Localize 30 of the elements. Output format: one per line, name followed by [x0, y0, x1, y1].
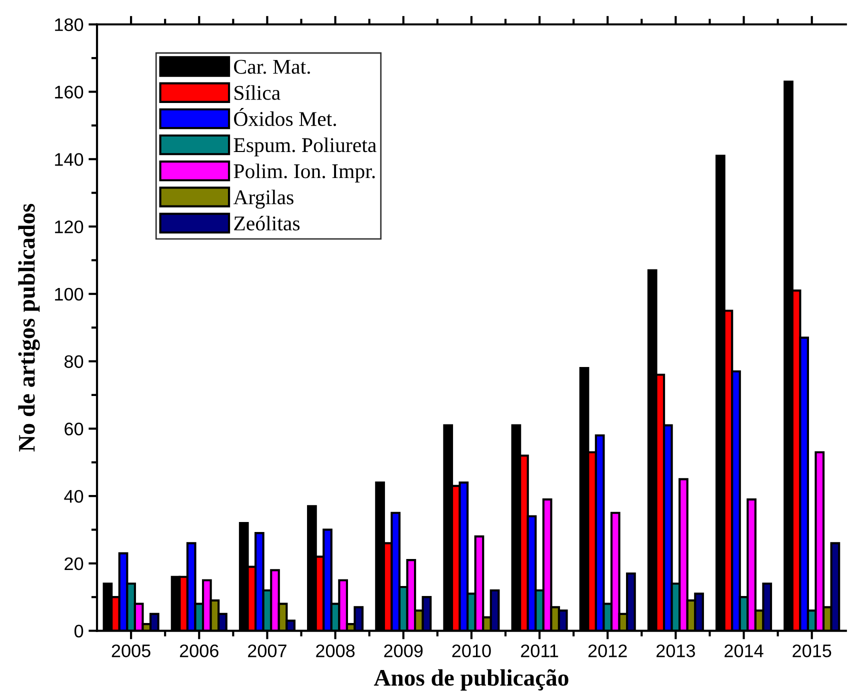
x-tick-label: 2012	[588, 644, 627, 658]
legend-label: Argilas	[233, 190, 294, 209]
legend-label: Espum. Poliureta	[234, 137, 376, 156]
y-tick-label: 160	[55, 86, 84, 98]
x-axis-title: Anos de publicação	[374, 669, 568, 691]
legend-label: Car. Mat.	[234, 60, 310, 74]
y-tick-label: 60	[64, 422, 84, 436]
legend-label: Óxidos Met.	[234, 108, 336, 126]
x-tick-label: 2005	[112, 644, 150, 658]
x-tick-label: 2008	[316, 644, 355, 658]
x-tick-label: 2013	[656, 644, 695, 658]
y-tick-label: 100	[55, 288, 84, 301]
x-tick-label: 2015	[792, 644, 832, 658]
y-tick-label: 0	[74, 624, 84, 638]
y-tick-label: 180	[55, 18, 84, 32]
x-tick-label: 2014	[724, 644, 764, 658]
y-tick-label: 140	[55, 153, 84, 166]
x-tick-label: 2010	[452, 644, 491, 658]
legend-label: Zeólitas	[234, 216, 300, 231]
y-tick-label: 40	[64, 490, 84, 503]
x-tick-label: 2009	[384, 644, 423, 658]
legend-label: Polim. Ion. Impr.	[234, 164, 375, 182]
x-tick-label: 2007	[248, 644, 286, 658]
x-tick-label: 2006	[180, 644, 218, 658]
y-axis-title: No de artigos publicados	[18, 204, 40, 452]
x-tick-label: 2011	[521, 644, 558, 658]
y-tick-label: 80	[64, 355, 84, 368]
y-tick-label: 20	[64, 557, 84, 570]
y-tick-label: 120	[55, 220, 84, 234]
legend-label: Sílica	[234, 85, 280, 100]
